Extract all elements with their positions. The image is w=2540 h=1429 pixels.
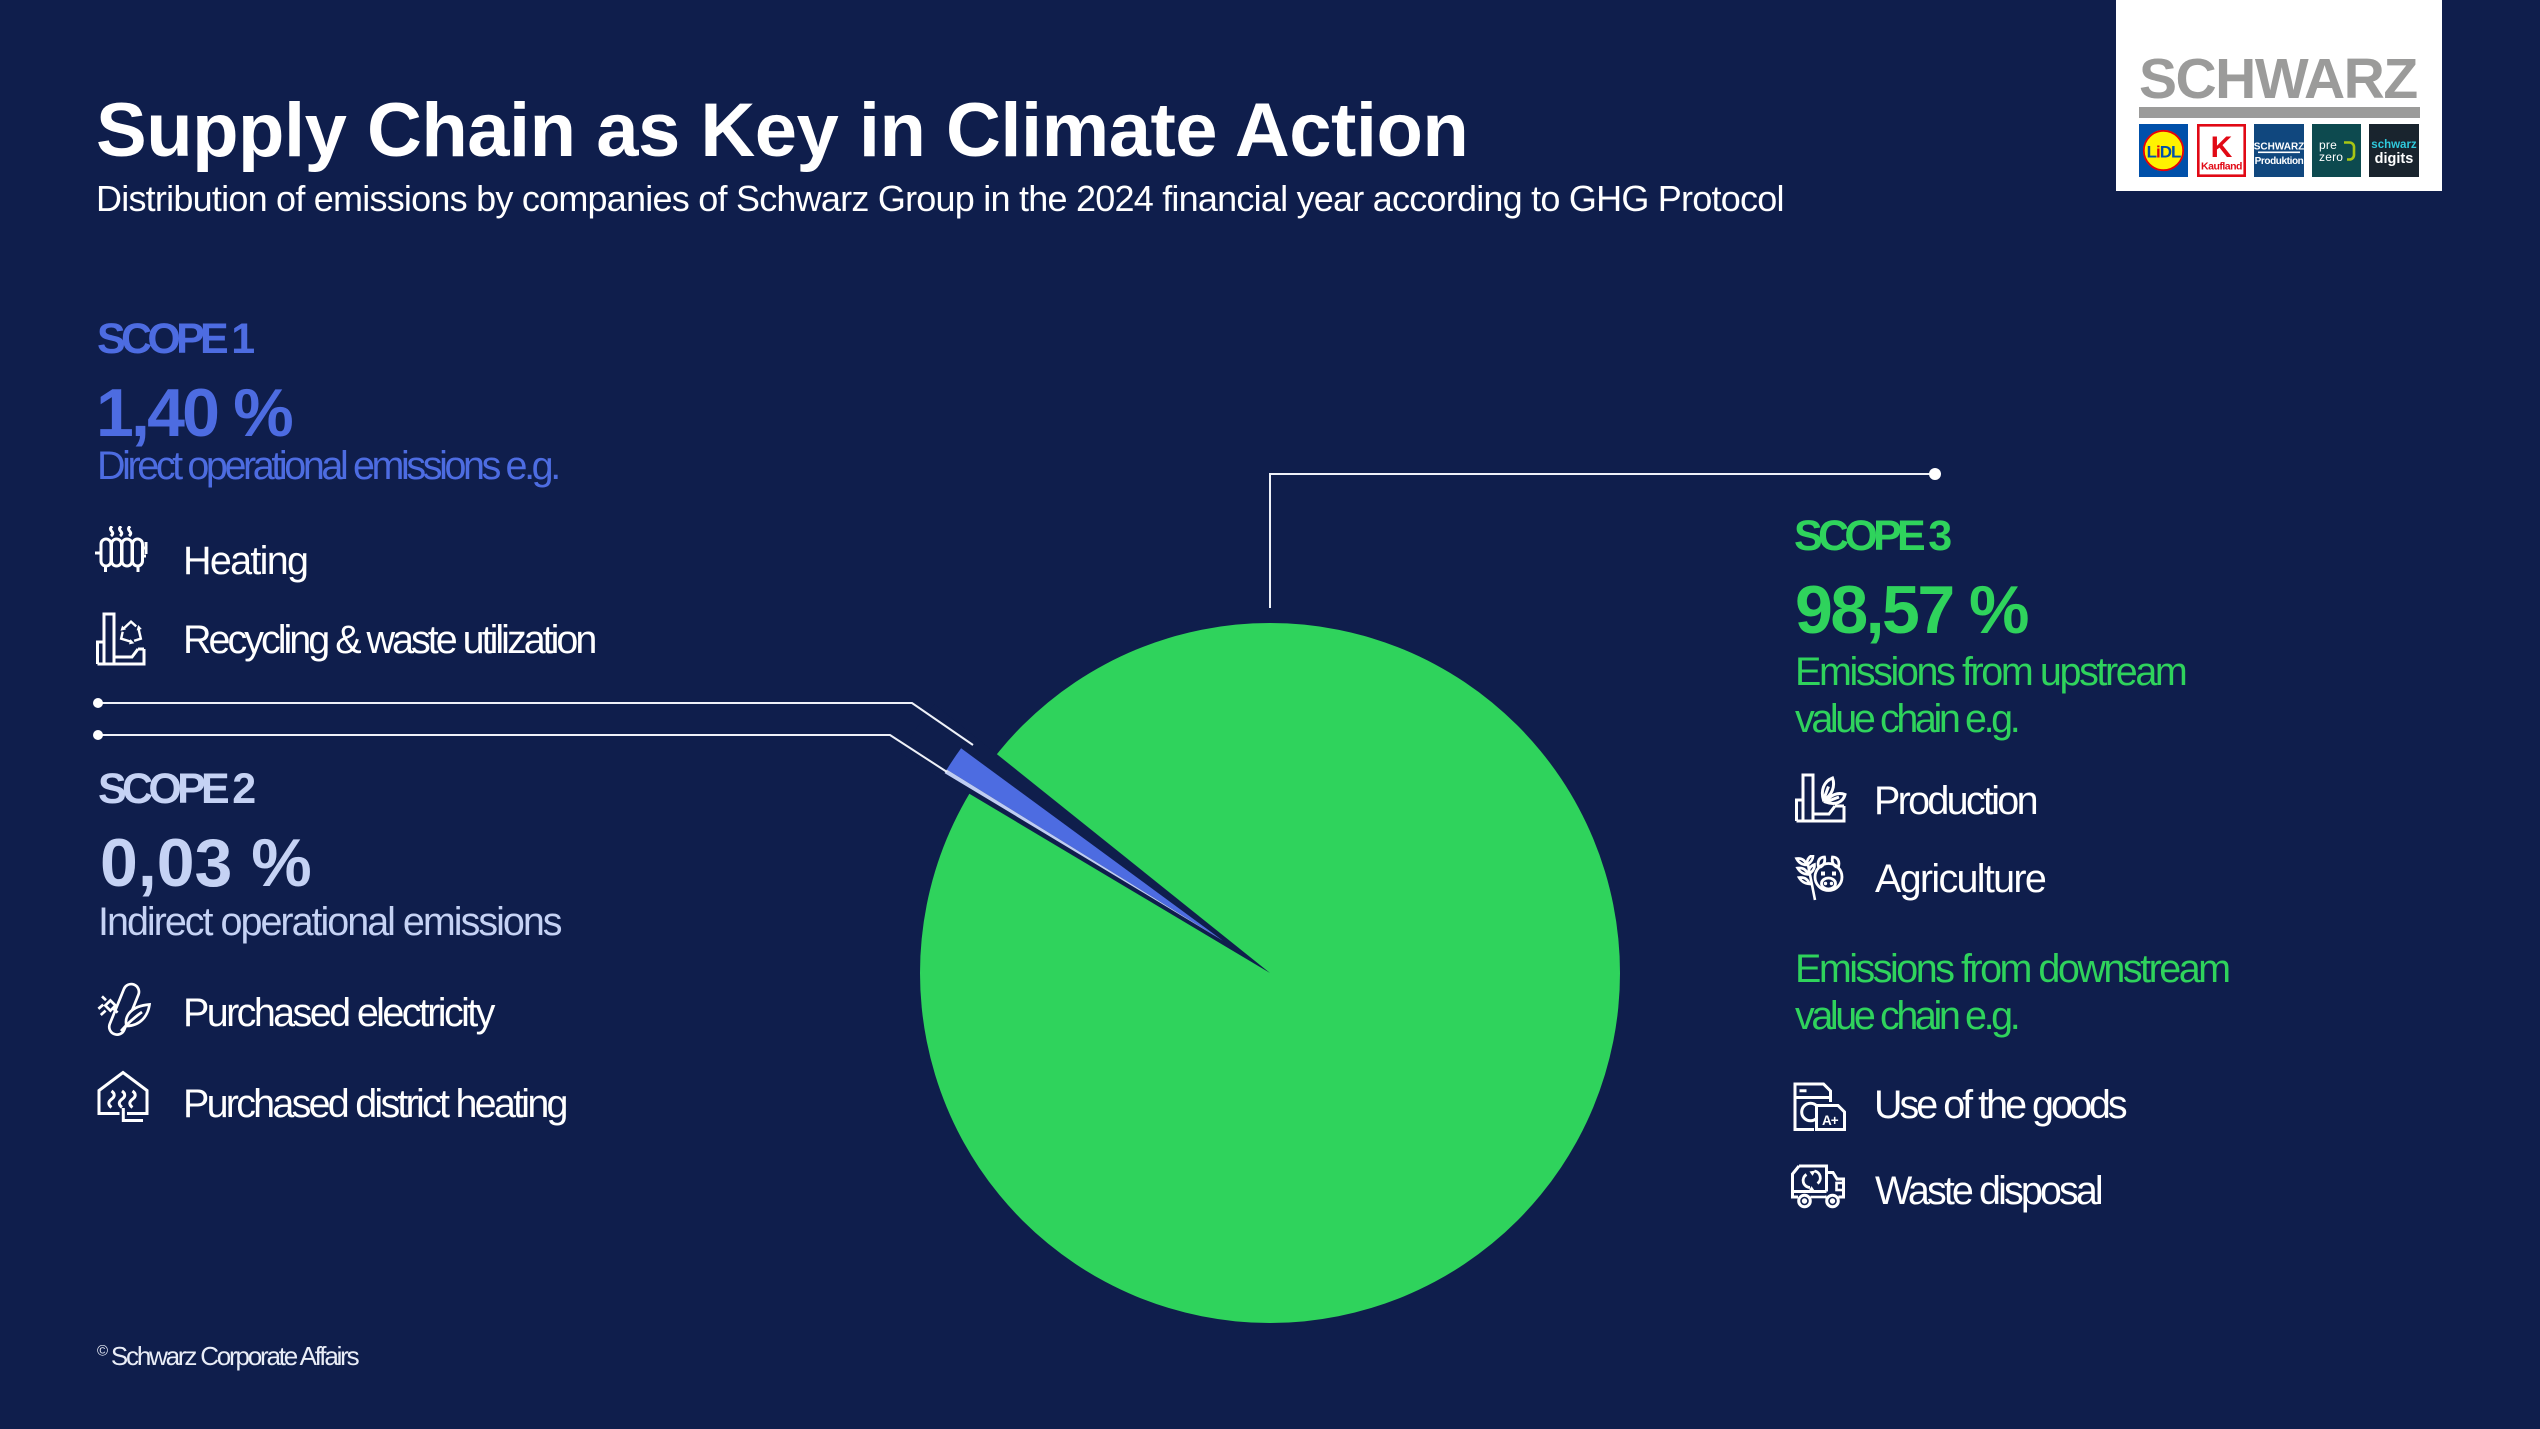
svg-text:Produktion: Produktion <box>2255 156 2304 167</box>
svg-text:A+: A+ <box>1822 1113 1839 1128</box>
svg-text:Kaufland: Kaufland <box>2201 161 2242 173</box>
svg-text:zero: zero <box>2319 150 2343 164</box>
svg-text:SCHWARZ: SCHWARZ <box>2254 142 2304 153</box>
svg-text:K: K <box>2211 131 2233 164</box>
svg-text:pre: pre <box>2319 138 2337 152</box>
svg-text:LiDL: LiDL <box>2147 143 2181 162</box>
svg-text:schwarz: schwarz <box>2371 139 2417 151</box>
svg-text:digits: digits <box>2375 151 2414 167</box>
